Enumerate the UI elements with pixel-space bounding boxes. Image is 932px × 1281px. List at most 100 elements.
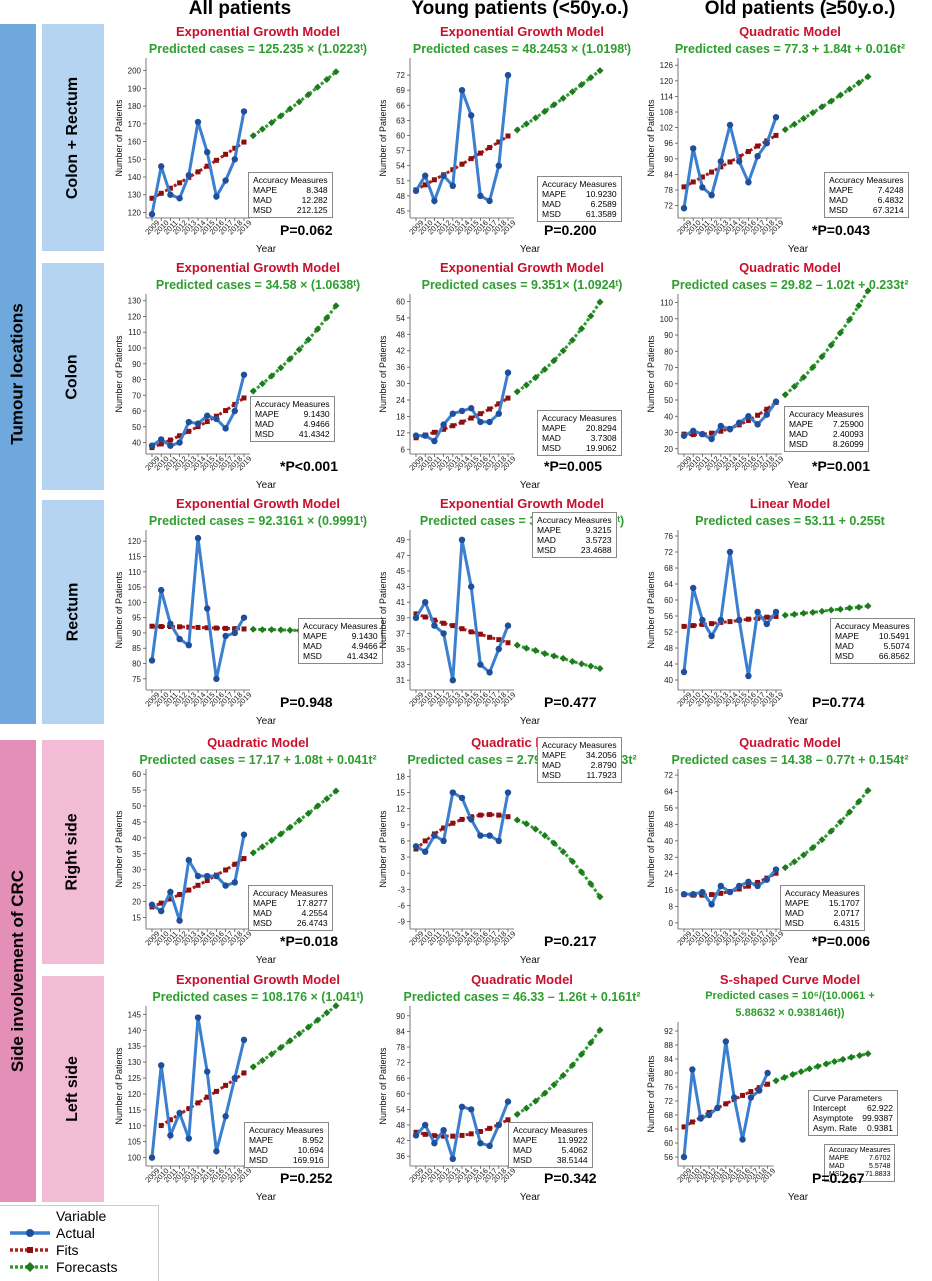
actual-point — [754, 608, 761, 616]
accuracy-value: 2.40093 — [832, 429, 864, 439]
accuracy-label: MAPE — [513, 1135, 538, 1145]
actual-point — [222, 632, 229, 640]
forecast-point — [847, 1053, 855, 1061]
accuracy-row: MAPE 9.1430 — [303, 631, 378, 641]
accuracy-value: 10.694 — [297, 1145, 324, 1155]
forecast-point — [258, 125, 266, 133]
fits-point — [487, 145, 493, 151]
forecast-point — [268, 836, 276, 844]
forecast-point — [513, 816, 521, 824]
fits-point — [505, 133, 511, 139]
actual-point — [458, 86, 466, 94]
y-tick-label: 37 — [396, 629, 405, 638]
actual-point — [772, 608, 780, 616]
y-tick-label: 30 — [664, 429, 673, 438]
fits-point — [441, 426, 447, 432]
actual-point — [148, 901, 156, 908]
accuracy-label: MAD — [303, 641, 322, 651]
p-value: P=0.217 — [544, 933, 597, 949]
forecast-point — [268, 626, 276, 634]
x-axis-label: Year — [520, 244, 541, 255]
actual-point — [690, 890, 697, 898]
y-tick-label: 105 — [128, 583, 142, 592]
y-tick-label: 50 — [132, 802, 141, 811]
y-tick-label: 72 — [396, 71, 405, 80]
accuracy-label: MSD — [513, 1155, 532, 1165]
accuracy-row: MSD 38.5144 — [513, 1155, 588, 1165]
fits-point — [727, 619, 733, 625]
fits-point — [441, 825, 447, 831]
y-tick-label: -9 — [398, 918, 406, 927]
y-tick-label: 115 — [128, 552, 141, 561]
fits-point — [177, 180, 183, 186]
actual-point — [422, 1121, 429, 1129]
legend-item-forecasts: Forecasts — [8, 1259, 117, 1275]
fits-point — [755, 143, 761, 149]
chart-panel: Quadratic Model Predicted cases = 77.3 + … — [640, 24, 932, 264]
accuracy-value: 34.2056 — [585, 750, 617, 760]
accuracy-row: MAD 4.2554 — [253, 908, 328, 918]
forecast-point — [258, 843, 266, 851]
forecast-point — [855, 79, 863, 87]
actual-point — [764, 1069, 771, 1077]
fits-point — [186, 887, 192, 893]
fits-point — [422, 614, 428, 620]
accuracy-value: 6.2589 — [590, 199, 617, 209]
accuracy-row: MAD 4.9466 — [303, 641, 378, 651]
actual-point — [699, 430, 706, 438]
actual-point — [745, 878, 752, 886]
fits-point — [450, 1133, 456, 1139]
actual-point — [176, 1109, 183, 1117]
forecast-line — [253, 627, 337, 634]
accuracy-value: 2.8790 — [590, 760, 617, 770]
fits-point — [195, 1100, 201, 1106]
accuracy-label: MSD — [829, 1171, 845, 1178]
actual-point — [495, 162, 502, 169]
model-formula-line2: 5.88632 × 0.938146t)) — [735, 1007, 845, 1019]
accuracy-value: 12.282 — [301, 195, 328, 205]
fits-point — [459, 161, 465, 167]
forecast-point — [596, 298, 604, 306]
accuracy-row: MSD 71.8833 — [829, 1171, 890, 1179]
legend-actual-swatch — [10, 1229, 50, 1237]
chart-svg: 4044485256606468727620092010201120122013… — [646, 530, 872, 727]
p-value: P=0.252 — [280, 1170, 333, 1186]
curve-param-label: Asymptote — [813, 1113, 854, 1123]
chart-svg: 4050607080901001101201302009201020112012… — [114, 294, 340, 491]
fits-point — [487, 812, 493, 818]
chart-panel: S-shaped Curve Model Predicted cases = 10… — [640, 972, 932, 1212]
fits-point — [213, 157, 219, 163]
accuracy-value: 38.5144 — [556, 1155, 588, 1165]
forecast-point — [846, 316, 854, 324]
accuracy-row: MAD 2.0717 — [785, 908, 860, 918]
y-tick-label: 126 — [660, 61, 674, 70]
actual-point — [754, 153, 761, 160]
x-axis-label: Year — [256, 1192, 277, 1203]
forecast-point — [864, 787, 872, 794]
forecast-point — [286, 1037, 294, 1045]
fits-point — [745, 883, 751, 889]
fits-point — [441, 1133, 447, 1139]
chart-svg: 1001051101151201251301351401452009201020… — [114, 1002, 340, 1203]
actual-point — [697, 1115, 704, 1122]
x-axis-label: Year — [256, 480, 277, 491]
actual-point — [468, 405, 475, 412]
fits-point — [689, 1119, 695, 1125]
y-tick-label: 84 — [664, 170, 673, 179]
accuracy-value: 20.8294 — [585, 423, 617, 433]
accuracy-measures-box: Accuracy Measures MAPE 10.9230 MAD 6.2589 MSD… — [537, 176, 622, 222]
y-tick-label: 60 — [396, 297, 405, 306]
accuracy-value: 4.9466 — [303, 419, 330, 429]
y-axis-label: Number of Patients — [378, 571, 388, 649]
accuracy-row: MSD 67.3214 — [829, 205, 904, 215]
fits-point — [709, 430, 715, 436]
y-tick-label: 115 — [128, 1106, 141, 1115]
accuracy-value: 61.3589 — [585, 209, 617, 219]
actual-point — [458, 536, 466, 543]
fits-point — [158, 900, 164, 906]
forecast-point — [295, 816, 303, 824]
actual-point — [756, 1087, 763, 1094]
accuracy-label: MAD — [542, 199, 561, 209]
accuracy-value: 71.8833 — [865, 1171, 891, 1178]
forecast-point — [864, 287, 872, 295]
